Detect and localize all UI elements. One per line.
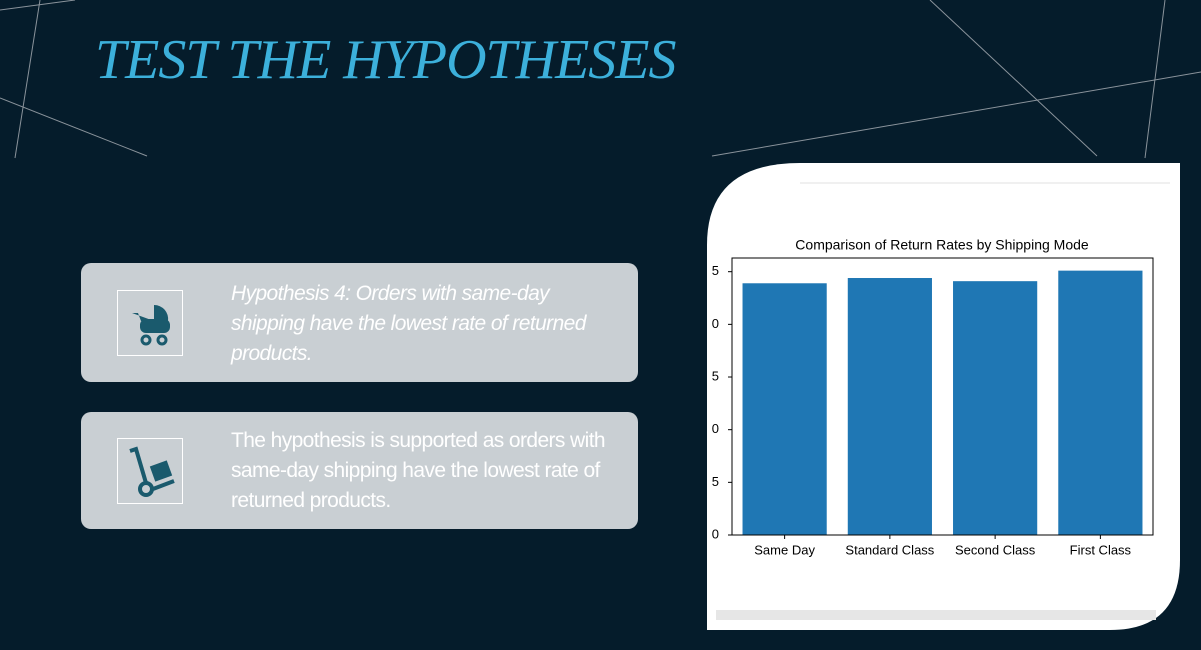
x-tick-label: Second Class xyxy=(955,542,1036,557)
card-text: Hypothesis 4: Orders with same-day shipp… xyxy=(231,282,586,365)
x-tick-label: Standard Class xyxy=(845,542,934,557)
x-tick-label: Same Day xyxy=(754,542,815,557)
chart-title: Comparison of Return Rates by Shipping M… xyxy=(795,237,1089,253)
y-tick-label: 0 xyxy=(712,421,719,436)
hand-truck-icon xyxy=(129,446,175,497)
scrollbar xyxy=(716,610,1156,620)
stroller-icon xyxy=(132,304,170,346)
x-tick-label: First Class xyxy=(1070,542,1132,557)
y-tick-label: 5 xyxy=(712,263,719,278)
bar xyxy=(742,283,827,535)
bar xyxy=(1058,270,1143,535)
icon-frame xyxy=(117,438,183,504)
plot-frame xyxy=(731,257,1154,536)
hypothesis-card: Hypothesis 4: Orders with same-day shipp… xyxy=(81,263,638,382)
bar xyxy=(847,278,932,535)
slide-title: TEST THE HYPOTHESES xyxy=(95,29,677,91)
y-tick-label: 5 xyxy=(712,368,719,383)
bar xyxy=(953,281,1038,535)
y-tick-label: 0 xyxy=(712,316,719,331)
icon-frame xyxy=(117,290,183,356)
card-text: The hypothesis is supported as orders wi… xyxy=(231,429,606,512)
y-tick-label: 5 xyxy=(712,474,719,489)
y-tick-label: 0 xyxy=(712,526,719,541)
result-card: The hypothesis is supported as orders wi… xyxy=(81,412,638,529)
